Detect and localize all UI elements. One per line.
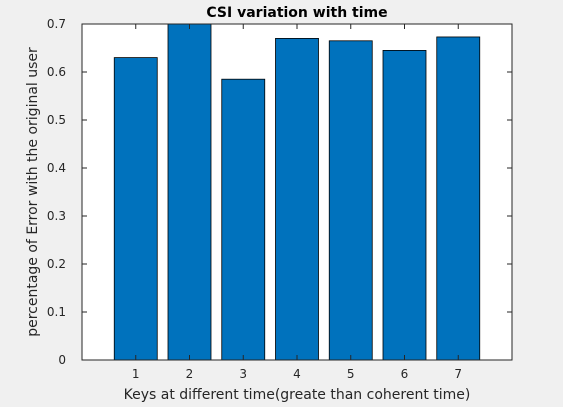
bars-group (113, 23, 481, 361)
bar-4 (275, 38, 319, 361)
y-tick-label-7: 0.7 (47, 17, 66, 31)
y-tick-label-0: 0 (58, 353, 66, 367)
ticks-group: 1 2 3 4 5 6 7 0 0.1 0.2 0.3 0.4 0.5 0.6 0.7 (47, 17, 512, 381)
bar-5 (328, 40, 373, 361)
y-tick-label-6: 0.6 (47, 65, 66, 79)
x-tick-label-1: 1 (132, 367, 140, 381)
bar-1 (113, 57, 158, 361)
x-axis-label: Keys at different time(greate than coher… (124, 387, 471, 403)
x-tick-label-3: 3 (239, 367, 247, 381)
bar-7 (436, 36, 481, 361)
bar-6 (382, 50, 427, 361)
x-tick-label-5: 5 (347, 367, 355, 381)
y-tick-label-1: 0.1 (47, 305, 66, 319)
x-tick-label-2: 2 (186, 367, 194, 381)
y-tick-label-3: 0.3 (47, 209, 66, 223)
x-tick-label-6: 6 (401, 367, 409, 381)
y-tick-label-5: 0.5 (47, 113, 66, 127)
bar-3 (221, 78, 266, 361)
chart-title: CSI variation with time (206, 5, 387, 21)
y-axis-label: percentage of Error with the original us… (25, 47, 41, 337)
x-tick-label-7: 7 (454, 367, 462, 381)
bar-2 (167, 23, 212, 361)
y-tick-label-2: 0.2 (47, 257, 66, 271)
y-tick-label-4: 0.4 (47, 161, 66, 175)
x-tick-label-4: 4 (293, 367, 301, 381)
